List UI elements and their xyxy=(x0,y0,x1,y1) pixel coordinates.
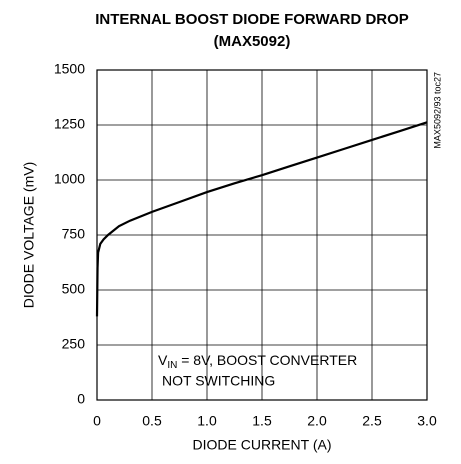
y-axis-label: DIODE VOLTAGE (mV) xyxy=(21,162,37,309)
y-tick-label: 750 xyxy=(62,226,86,242)
y-tick-label: 250 xyxy=(62,336,86,352)
y-tick-label: 500 xyxy=(62,281,86,297)
chart-title: (MAX5092) xyxy=(214,33,291,50)
x-tick-label: 2.0 xyxy=(307,413,327,429)
annotation: NOT SWITCHING xyxy=(162,373,275,389)
annotation: VIN = 8V, BOOST CONVERTER xyxy=(158,352,357,371)
side-label: MAX5092/93 toc27 xyxy=(432,72,442,149)
x-tick-label: 0 xyxy=(93,413,101,429)
annotation-text: = 8V, BOOST CONVERTER xyxy=(177,352,357,368)
x-tick-label: 2.5 xyxy=(362,413,382,429)
annotation-subscript: IN xyxy=(167,360,177,371)
plot-frame xyxy=(96,69,428,401)
annotation-text: V xyxy=(158,352,168,368)
x-tick-label: 0.5 xyxy=(142,413,162,429)
y-tick-label: 0 xyxy=(77,391,85,407)
x-tick-label: 3.0 xyxy=(417,413,437,429)
x-axis-label: DIODE CURRENT (A) xyxy=(193,437,332,453)
y-tick-label: 1250 xyxy=(54,116,85,132)
y-tick-label: 1500 xyxy=(54,61,85,77)
data-line xyxy=(95,121,428,317)
chart-title: INTERNAL BOOST DIODE FORWARD DROP xyxy=(95,11,409,28)
y-tick-label: 1000 xyxy=(54,171,85,187)
x-tick-label: 1.0 xyxy=(197,413,217,429)
x-tick-label: 1.5 xyxy=(252,413,272,429)
